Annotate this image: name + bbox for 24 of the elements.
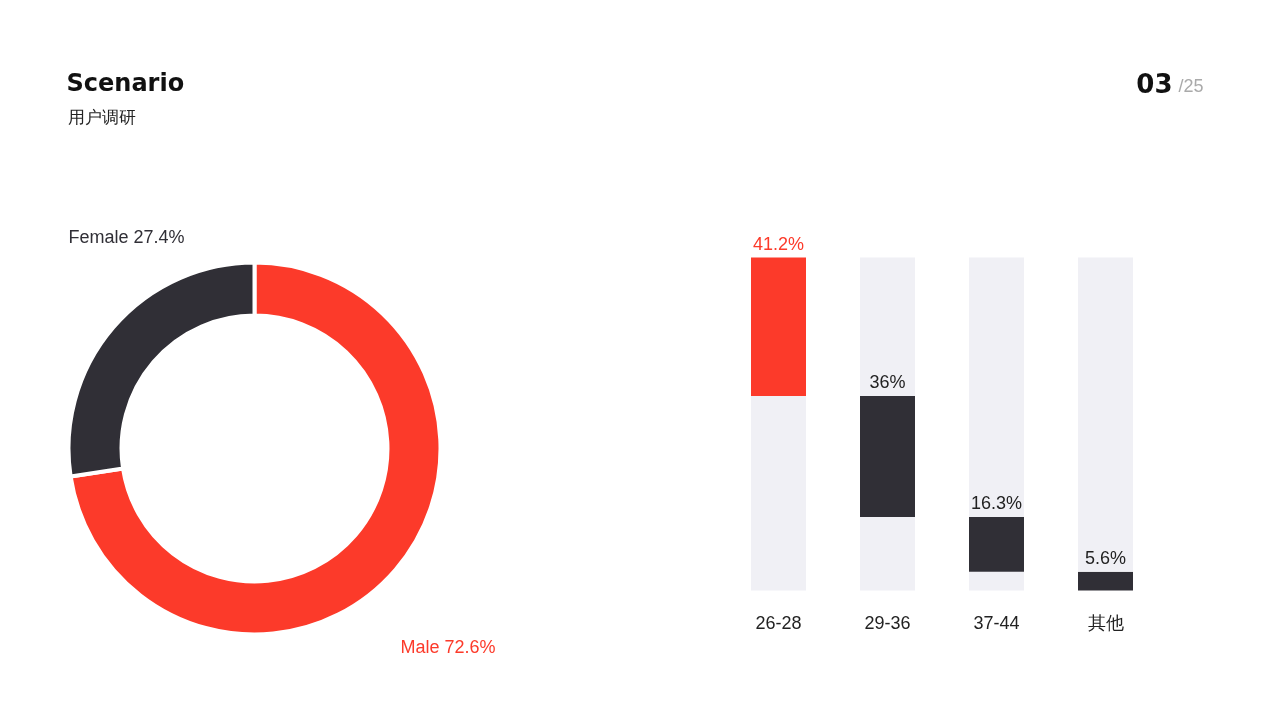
x-tick-label: 其他 <box>1087 612 1124 633</box>
bar <box>860 257 915 396</box>
x-tick-label: 26-28 <box>755 613 802 633</box>
text: 03 <box>1136 68 1173 99</box>
data-label: 36% <box>869 371 906 392</box>
x-tick-label: 37-44 <box>973 613 1020 633</box>
bar <box>1078 257 1133 572</box>
data-label: 5.6% <box>1084 547 1127 568</box>
slice-label: Male 72.6% <box>400 636 496 657</box>
data-label: 16.3% <box>970 492 1023 513</box>
bar <box>860 516 915 591</box>
bar <box>969 257 1024 517</box>
chart-title: Scenario <box>66 68 185 97</box>
bar <box>969 516 1024 572</box>
bar <box>751 395 806 591</box>
bar <box>969 571 1024 591</box>
bar <box>860 395 915 517</box>
slice-label: Female 27.4% <box>68 226 185 247</box>
bar <box>751 257 806 396</box>
bar <box>1078 571 1133 591</box>
x-tick-label: 29-36 <box>864 613 911 633</box>
data-label: 41.2% <box>752 233 805 254</box>
text: /25 <box>1178 75 1204 96</box>
chart-subtitle: 用户调研 <box>67 108 136 127</box>
